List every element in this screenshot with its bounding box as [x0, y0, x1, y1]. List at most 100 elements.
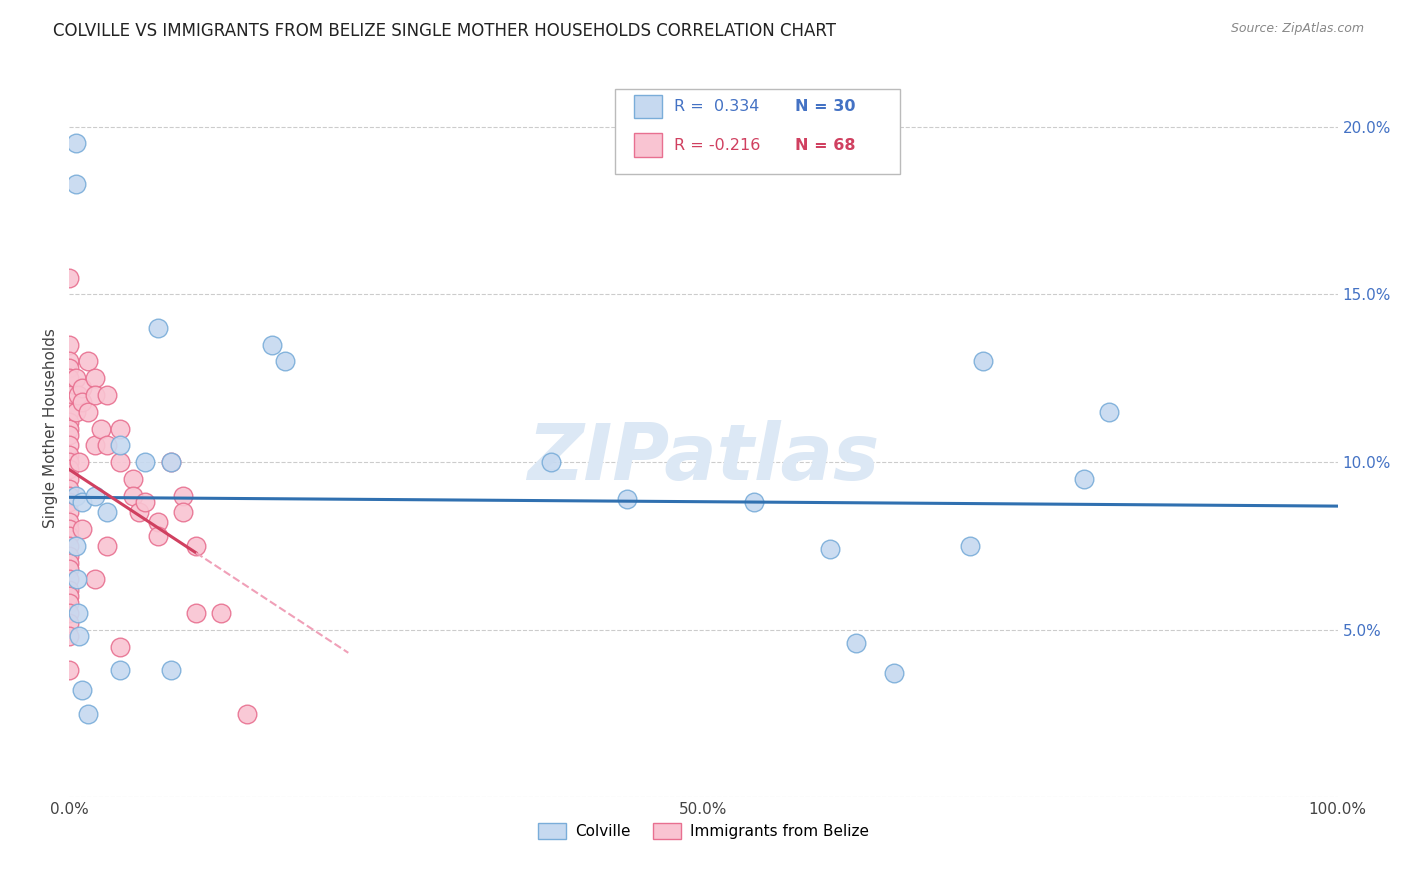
Point — [65, 136, 87, 151]
Point — [58, 556, 80, 570]
Point — [184, 539, 207, 553]
Point — [65, 489, 87, 503]
Point — [58, 562, 80, 576]
Point — [58, 455, 80, 469]
Point — [58, 505, 80, 519]
Point — [58, 482, 80, 496]
Point — [959, 539, 981, 553]
Point — [83, 438, 105, 452]
Point — [67, 630, 90, 644]
Point — [58, 270, 80, 285]
Point — [134, 495, 156, 509]
Point — [845, 636, 868, 650]
Point — [58, 663, 80, 677]
Point — [96, 438, 118, 452]
Point — [108, 455, 131, 469]
Point — [121, 489, 143, 503]
Point — [1073, 472, 1095, 486]
Point — [58, 529, 80, 543]
Point — [90, 421, 112, 435]
Point — [65, 371, 87, 385]
Legend: Colville, Immigrants from Belize: Colville, Immigrants from Belize — [531, 817, 875, 845]
Text: R = -0.216: R = -0.216 — [675, 137, 761, 153]
Text: COLVILLE VS IMMIGRANTS FROM BELIZE SINGLE MOTHER HOUSEHOLDS CORRELATION CHART: COLVILLE VS IMMIGRANTS FROM BELIZE SINGL… — [53, 22, 837, 40]
Point — [820, 542, 842, 557]
Point — [67, 606, 90, 620]
Point — [121, 472, 143, 486]
Point — [742, 495, 765, 509]
Point — [58, 415, 80, 429]
Point — [172, 489, 194, 503]
Point — [58, 371, 80, 385]
Point — [108, 663, 131, 677]
Point — [58, 472, 80, 486]
Point — [65, 405, 87, 419]
Point — [108, 438, 131, 452]
Point — [972, 354, 994, 368]
Point — [58, 394, 80, 409]
Point — [108, 421, 131, 435]
Point — [58, 615, 80, 630]
Point — [77, 405, 100, 419]
Point — [58, 516, 80, 530]
Point — [58, 589, 80, 603]
Point — [134, 455, 156, 469]
Point — [58, 337, 80, 351]
Text: ZIPatlas: ZIPatlas — [527, 420, 880, 496]
Point — [58, 630, 80, 644]
Point — [96, 388, 118, 402]
Point — [159, 455, 181, 469]
Point — [67, 455, 90, 469]
Point — [96, 505, 118, 519]
Point — [58, 606, 80, 620]
Point — [236, 706, 259, 721]
Point — [172, 505, 194, 519]
Point — [70, 394, 93, 409]
Point — [1098, 405, 1121, 419]
Point — [58, 549, 80, 563]
Point — [65, 539, 87, 553]
Point — [58, 462, 80, 476]
Point — [58, 596, 80, 610]
Point — [616, 491, 638, 506]
Point — [58, 428, 80, 442]
Point — [159, 455, 181, 469]
Point — [83, 573, 105, 587]
Point — [58, 573, 80, 587]
Point — [58, 539, 80, 553]
Point — [96, 539, 118, 553]
FancyBboxPatch shape — [614, 89, 900, 174]
Point — [66, 573, 89, 587]
Point — [67, 388, 90, 402]
Point — [83, 489, 105, 503]
Point — [540, 455, 562, 469]
Point — [83, 371, 105, 385]
Point — [274, 354, 297, 368]
Point — [58, 448, 80, 462]
Point — [83, 388, 105, 402]
Point — [77, 706, 100, 721]
Point — [70, 683, 93, 698]
Text: R =  0.334: R = 0.334 — [675, 99, 759, 114]
Point — [70, 381, 93, 395]
Point — [128, 505, 150, 519]
Point — [108, 640, 131, 654]
Point — [58, 522, 80, 536]
Point — [58, 582, 80, 597]
Text: N = 30: N = 30 — [794, 99, 855, 114]
Point — [65, 177, 87, 191]
Point — [77, 354, 100, 368]
Point — [58, 354, 80, 368]
Point — [146, 529, 169, 543]
Point — [58, 495, 80, 509]
Point — [146, 321, 169, 335]
Point — [184, 606, 207, 620]
Point — [883, 666, 905, 681]
Text: Source: ZipAtlas.com: Source: ZipAtlas.com — [1230, 22, 1364, 36]
Point — [211, 606, 233, 620]
Point — [58, 421, 80, 435]
Text: N = 68: N = 68 — [794, 137, 855, 153]
Point — [58, 361, 80, 376]
Point — [146, 516, 169, 530]
Point — [70, 495, 93, 509]
